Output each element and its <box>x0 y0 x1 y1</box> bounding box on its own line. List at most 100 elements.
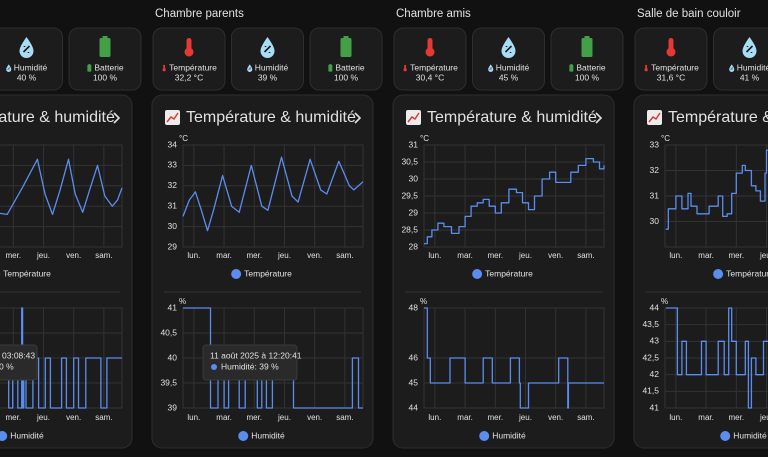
plot-frame <box>182 144 364 248</box>
legend-label[interactable]: Température <box>485 268 533 278</box>
legend-label[interactable]: Température <box>244 268 292 278</box>
y-tick-label: 39 <box>168 402 178 412</box>
sensor-tile[interactable] <box>0 27 63 91</box>
battery-body <box>87 64 92 72</box>
y-tick-label: 39,5 <box>160 377 177 387</box>
tile-icon <box>666 38 676 57</box>
x-tick-label: mer. <box>487 413 503 422</box>
legend-label[interactable]: Humidité <box>733 430 767 440</box>
legend-dot[interactable] <box>713 269 724 279</box>
tile-label: Humidité <box>14 62 48 72</box>
droplet-mark <box>248 67 252 71</box>
y-tick-label: 41 <box>650 402 660 412</box>
x-tick-label: ven. <box>307 251 322 260</box>
y-tick-label: 32 <box>650 165 660 175</box>
battery-cap <box>102 36 108 39</box>
droplet <box>501 37 516 58</box>
tile-icon <box>340 36 352 57</box>
legend-dot[interactable] <box>479 431 490 441</box>
tile-icon <box>184 38 194 57</box>
y-tick-label: 42,5 <box>642 352 659 362</box>
sensor-tile[interactable] <box>550 27 624 91</box>
legend-label[interactable]: Humidité <box>10 430 44 440</box>
tile-label: Humidité <box>737 62 768 72</box>
series-line <box>182 156 364 232</box>
legend-dot[interactable] <box>720 431 731 441</box>
tile-icon <box>425 38 435 57</box>
y-tick-label: 31 <box>650 190 660 200</box>
droplet-mark <box>263 45 272 53</box>
tile-icon <box>581 36 593 57</box>
x-tick-label: mer. <box>487 251 503 260</box>
room-title: Chambre parents <box>155 8 244 20</box>
tile-value: 39 % <box>258 72 278 82</box>
x-tick-label: ven. <box>548 413 563 422</box>
room-title: Salle de bain couloir <box>637 8 741 20</box>
legend-dot[interactable] <box>0 431 8 441</box>
droplet <box>729 64 735 72</box>
tile-label: Température <box>651 62 699 72</box>
battery-body <box>569 64 574 72</box>
sensor-tile[interactable] <box>231 27 304 91</box>
tile-label-icon <box>87 64 92 72</box>
droplet-mark <box>7 67 11 71</box>
x-tick-label: mar. <box>457 413 473 422</box>
graph-icon-line <box>407 112 420 123</box>
sensor-tile[interactable] <box>309 27 383 91</box>
battery-cap <box>88 64 91 66</box>
legend-label[interactable]: Température <box>726 268 768 278</box>
y-tick-label: 28,5 <box>401 224 418 234</box>
y-tick-label: 41 <box>168 302 178 312</box>
legend-label[interactable]: Humidité <box>492 430 526 440</box>
x-tick-label: mar. <box>698 413 714 422</box>
tile-label: Humidité <box>496 62 530 72</box>
tile-label: Humidité <box>255 62 289 72</box>
sensor-tile[interactable] <box>472 27 545 91</box>
unit-label: °C <box>179 134 188 143</box>
droplet-mark <box>730 67 734 71</box>
y-tick-label: 48 <box>409 302 419 312</box>
tooltip-dot <box>211 364 217 370</box>
legend-dot[interactable] <box>238 431 249 441</box>
sensor-tile[interactable] <box>152 27 226 91</box>
room-title: Chambre amis <box>396 8 471 20</box>
y-tick-label: 41,5 <box>642 386 659 396</box>
battery-body <box>328 64 333 72</box>
x-tick-label: ven. <box>307 413 322 422</box>
sensor-tile[interactable] <box>634 27 708 91</box>
x-tick-label: jeu. <box>759 413 768 422</box>
unit-label: % <box>179 297 186 306</box>
chevron[interactable] <box>595 112 603 124</box>
graph-title: Température & humidité <box>427 109 597 126</box>
y-tick-label: 28 <box>409 241 419 251</box>
y-tick-label: 30,5 <box>401 156 418 166</box>
y-tick-label: 29,5 <box>401 190 418 200</box>
droplet-mark <box>504 45 513 53</box>
series-line <box>424 157 605 245</box>
x-tick-label: sam. <box>577 413 594 422</box>
tile-label: Batterie <box>94 62 124 72</box>
plot-frame <box>664 307 768 409</box>
sensor-tile[interactable] <box>68 27 142 91</box>
legend-label[interactable]: Humidité <box>251 430 285 440</box>
tile-label: Température <box>169 62 217 72</box>
tile-label-icon <box>328 64 333 72</box>
legend-dot[interactable] <box>472 269 483 279</box>
plot-frame <box>0 144 123 248</box>
sensor-tile[interactable] <box>713 27 768 91</box>
droplet <box>247 64 253 72</box>
battery-body <box>340 38 352 57</box>
plot-frame <box>423 307 605 409</box>
thermometer-bulb <box>162 68 166 72</box>
x-tick-label: lun. <box>669 413 682 422</box>
chevron[interactable] <box>354 112 362 124</box>
chevron[interactable] <box>113 112 121 124</box>
unit-label: % <box>661 297 668 306</box>
sensor-tile[interactable] <box>393 27 467 91</box>
tile-label-icon <box>488 64 494 72</box>
x-tick-label: jeu. <box>518 413 532 422</box>
droplet <box>19 37 34 58</box>
legend-label[interactable]: Température <box>3 268 51 278</box>
legend-dot[interactable] <box>231 269 242 279</box>
